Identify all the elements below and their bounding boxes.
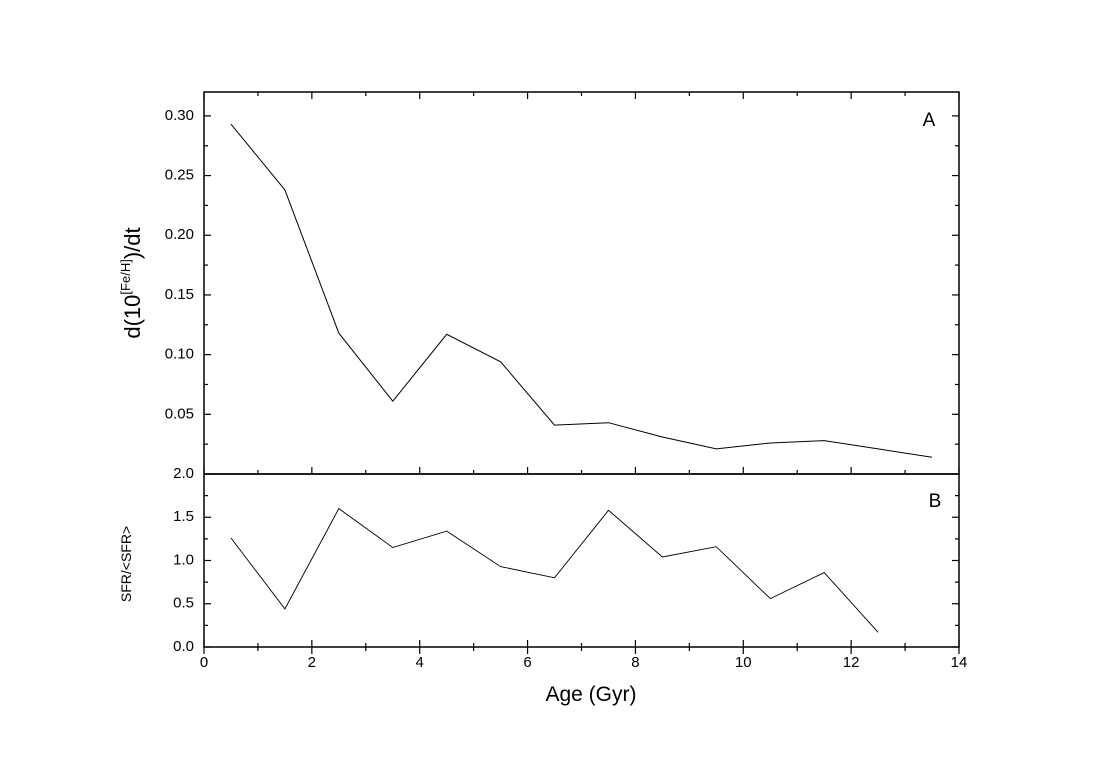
y-tick-label-a: 0.30: [165, 107, 194, 124]
panel-a-ylabel-sup: [Fe/H]: [118, 259, 133, 294]
x-tick-label: 12: [843, 654, 860, 671]
panel-a-series-line: [230, 123, 933, 458]
x-tick-label: 4: [416, 654, 424, 671]
x-tick-label: 14: [951, 654, 968, 671]
x-tick-label: 2: [308, 654, 316, 671]
y-tick-label-a: 0.05: [165, 405, 194, 422]
y-tick-label-a: 0.25: [165, 167, 194, 184]
x-axis-label: Age (Gyr): [545, 683, 636, 706]
panel-b-ylabel: SFR/<SFR>: [118, 526, 134, 602]
panel-b-frame: [203, 473, 960, 648]
panel-a-ylabel-tail: )/dt: [120, 227, 145, 259]
panel-a-frame: [203, 91, 960, 475]
panel-a-ylabel-base: d(10: [120, 295, 145, 339]
x-tick-label: 10: [735, 654, 752, 671]
panel-a-label: A: [923, 110, 936, 131]
panel-b-label: B: [929, 491, 942, 512]
y-tick-label-a: 0.20: [165, 226, 194, 243]
y-tick-label-b: 1.0: [173, 551, 194, 568]
x-tick-label: 6: [523, 654, 531, 671]
y-tick-label-a: 0.10: [165, 346, 194, 363]
panel-a-ticks: [203, 92, 960, 474]
panel-a: 0.05 0.10 0.15 0.20 0.25 0.30 A d(10[Fe/H])/d…: [118, 91, 960, 475]
x-tick-label: 8: [631, 654, 639, 671]
y-tick-label-b: 2.0: [173, 465, 194, 482]
panel-b: 0.0 0.5 1.0 1.5 2.0 0 2 4 6 8 10 12 14 B SFR/<SFR> A…: [118, 465, 967, 706]
y-tick-label-b: 0.0: [173, 638, 194, 655]
y-tick-label-b: 1.5: [173, 508, 194, 525]
y-tick-label-b: 0.5: [173, 595, 194, 612]
panel-a-tick-labels: 0.05 0.10 0.15 0.20 0.25 0.30: [165, 107, 194, 422]
panel-b-series-line: [230, 507, 879, 633]
panel-a-ylabel: d(10[Fe/H])/dt: [118, 227, 145, 338]
x-tick-label: 0: [200, 654, 208, 671]
panel-b-ticks: [203, 473, 960, 654]
y-tick-label-a: 0.15: [165, 286, 194, 303]
panel-b-tick-labels: 0.0 0.5 1.0 1.5 2.0 0 2 4 6 8 10 12 14: [173, 465, 967, 671]
